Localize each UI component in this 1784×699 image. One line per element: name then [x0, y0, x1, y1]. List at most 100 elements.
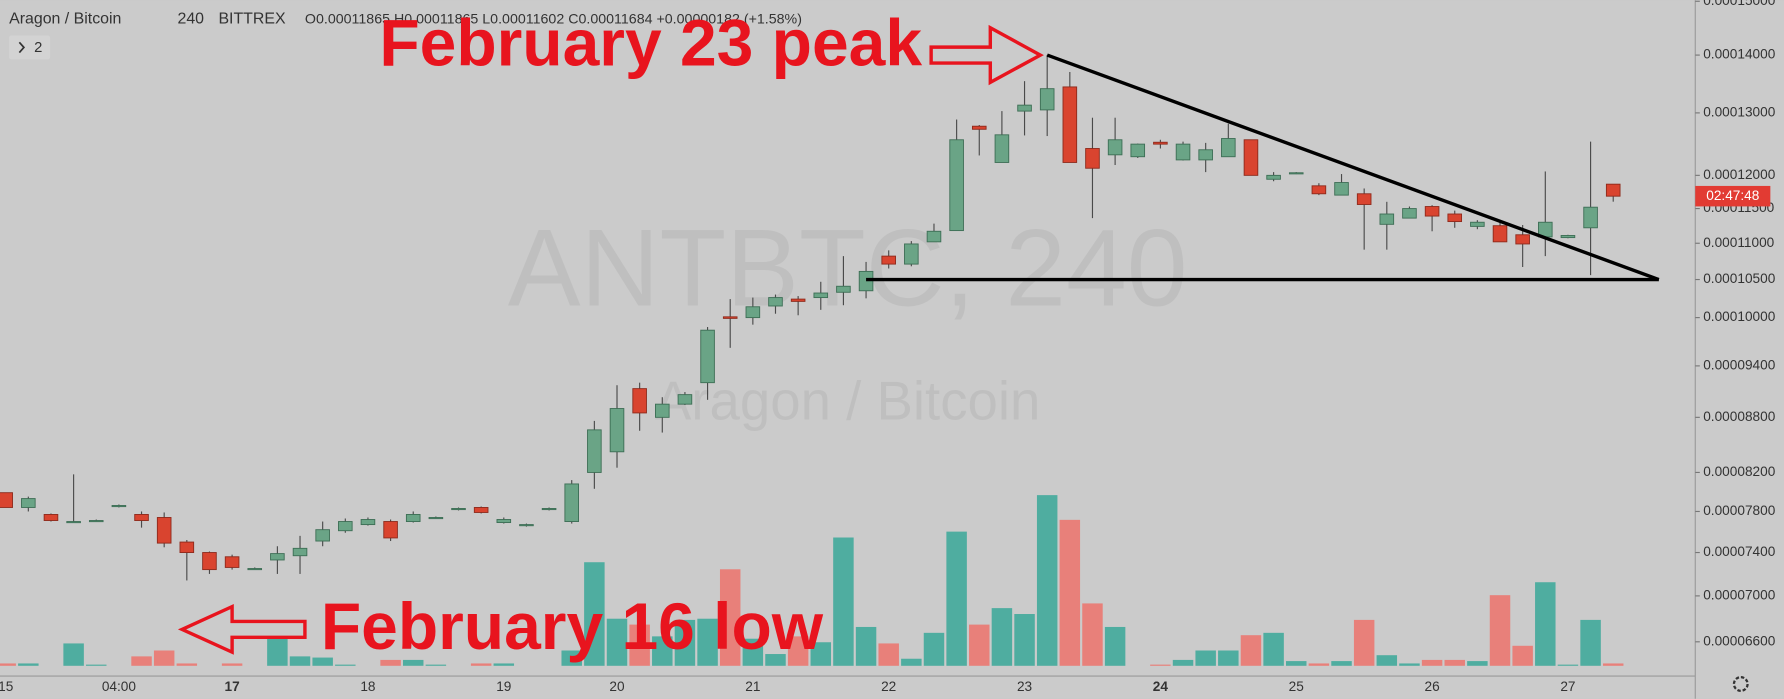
trendline-upper — [1046, 53, 1660, 282]
y-tick-label: 0.00007800 — [1703, 503, 1775, 518]
volume-bar — [584, 562, 605, 666]
volume-bar — [719, 569, 741, 666]
volume-bar — [1353, 619, 1375, 666]
volume-bar — [425, 664, 447, 666]
watermark-subtitle: Aragon / Bitcoin — [655, 371, 1041, 432]
volume-bar — [63, 643, 84, 666]
volume-bar — [1059, 519, 1081, 666]
candle-body — [677, 394, 693, 405]
annotation-text: February 16 low — [321, 589, 824, 663]
candle-body — [43, 514, 59, 521]
y-tick-label: 0.00013000 — [1703, 105, 1775, 120]
candle-body — [338, 521, 353, 532]
volume-bar — [1104, 626, 1126, 666]
x-tick-label: 27 — [1560, 679, 1575, 694]
x-tick-label: 24 — [1153, 679, 1169, 694]
candle-body — [1424, 206, 1440, 217]
candle-body — [1583, 206, 1598, 229]
volume-bar — [1331, 661, 1352, 666]
candle-body — [745, 306, 761, 319]
candle-body — [66, 521, 81, 524]
volume-bar — [1014, 614, 1035, 666]
candle-body — [496, 519, 512, 524]
y-tick-label: 0.00006600 — [1703, 633, 1775, 648]
volume-bar — [1172, 659, 1194, 666]
candle-body — [88, 520, 104, 523]
volume-bar — [855, 626, 877, 666]
candle-body — [1470, 221, 1485, 227]
candle-body — [904, 243, 919, 265]
x-tick-label: 15 — [0, 679, 14, 694]
volume-bar — [1263, 632, 1284, 666]
candle-body — [1356, 193, 1372, 205]
x-tick-label: 19 — [496, 679, 511, 694]
candle-body — [111, 505, 127, 508]
candle-body — [1221, 138, 1236, 158]
candle-body — [1243, 139, 1259, 176]
y-tick-label: 0.00007400 — [1703, 544, 1775, 559]
interval: 240 — [177, 11, 204, 28]
candle-body — [1560, 235, 1576, 239]
candle-body — [519, 524, 534, 527]
candle-body — [1039, 88, 1055, 111]
volume-bar — [1240, 635, 1262, 666]
volume-bar — [18, 663, 39, 666]
indicator-toggle[interactable] — [9, 35, 51, 60]
candle-body — [202, 552, 217, 571]
volume-bar — [176, 663, 198, 666]
candle-body — [655, 403, 670, 418]
volume-bar — [787, 636, 809, 666]
x-tick-label: 22 — [881, 679, 896, 694]
candle-body — [134, 514, 149, 521]
candle-body — [790, 298, 806, 302]
candle-body — [1266, 174, 1281, 180]
volume-bar — [674, 619, 696, 666]
candle-body — [21, 498, 36, 508]
volume-bar — [1195, 650, 1216, 666]
candle-body — [292, 547, 308, 557]
volume-bar — [1444, 659, 1465, 666]
candle-body — [1288, 172, 1304, 175]
y-tick-label: 0.00010500 — [1703, 271, 1775, 286]
candle-body — [383, 521, 398, 539]
y-tick-label: 0.00011000 — [1703, 235, 1774, 250]
candle-body — [270, 553, 285, 561]
volume-bar — [561, 650, 582, 666]
y-tick-label: 0.00007000 — [1703, 588, 1775, 603]
volume-bar — [1150, 664, 1171, 666]
volume-bar — [765, 654, 786, 666]
candle-body — [926, 230, 942, 243]
volume-bar — [312, 657, 333, 666]
candle-body — [768, 297, 783, 307]
settings-icon[interactable] — [1732, 676, 1749, 692]
volume-bar — [629, 624, 650, 666]
candle-body — [247, 568, 263, 571]
candle-body — [1175, 143, 1191, 161]
candle-body — [836, 285, 851, 293]
annotation-text: February 23 peak — [379, 6, 922, 80]
volume-bar — [493, 663, 515, 666]
x-tick-label: 18 — [360, 679, 375, 694]
candle-body — [1153, 141, 1168, 145]
y-tick-label: 0.00015000 — [1703, 0, 1775, 8]
volume-bar — [1036, 495, 1058, 666]
volume-bar — [1218, 650, 1239, 666]
volume-bar — [1399, 663, 1420, 666]
candle-body — [813, 292, 829, 299]
candle-body — [1379, 213, 1395, 225]
x-tick-label: 25 — [1289, 679, 1305, 694]
x-tick-label: 20 — [609, 679, 625, 694]
volume-bar — [1602, 663, 1624, 666]
chevron-icon — [18, 41, 26, 54]
candle-body — [971, 125, 987, 130]
x-tick-label: 26 — [1424, 679, 1439, 694]
volume-bar — [991, 608, 1013, 666]
annotation-arrow — [929, 24, 1044, 86]
candle-body — [722, 316, 738, 319]
candle-body — [1198, 149, 1213, 161]
volume-bar — [878, 643, 899, 666]
